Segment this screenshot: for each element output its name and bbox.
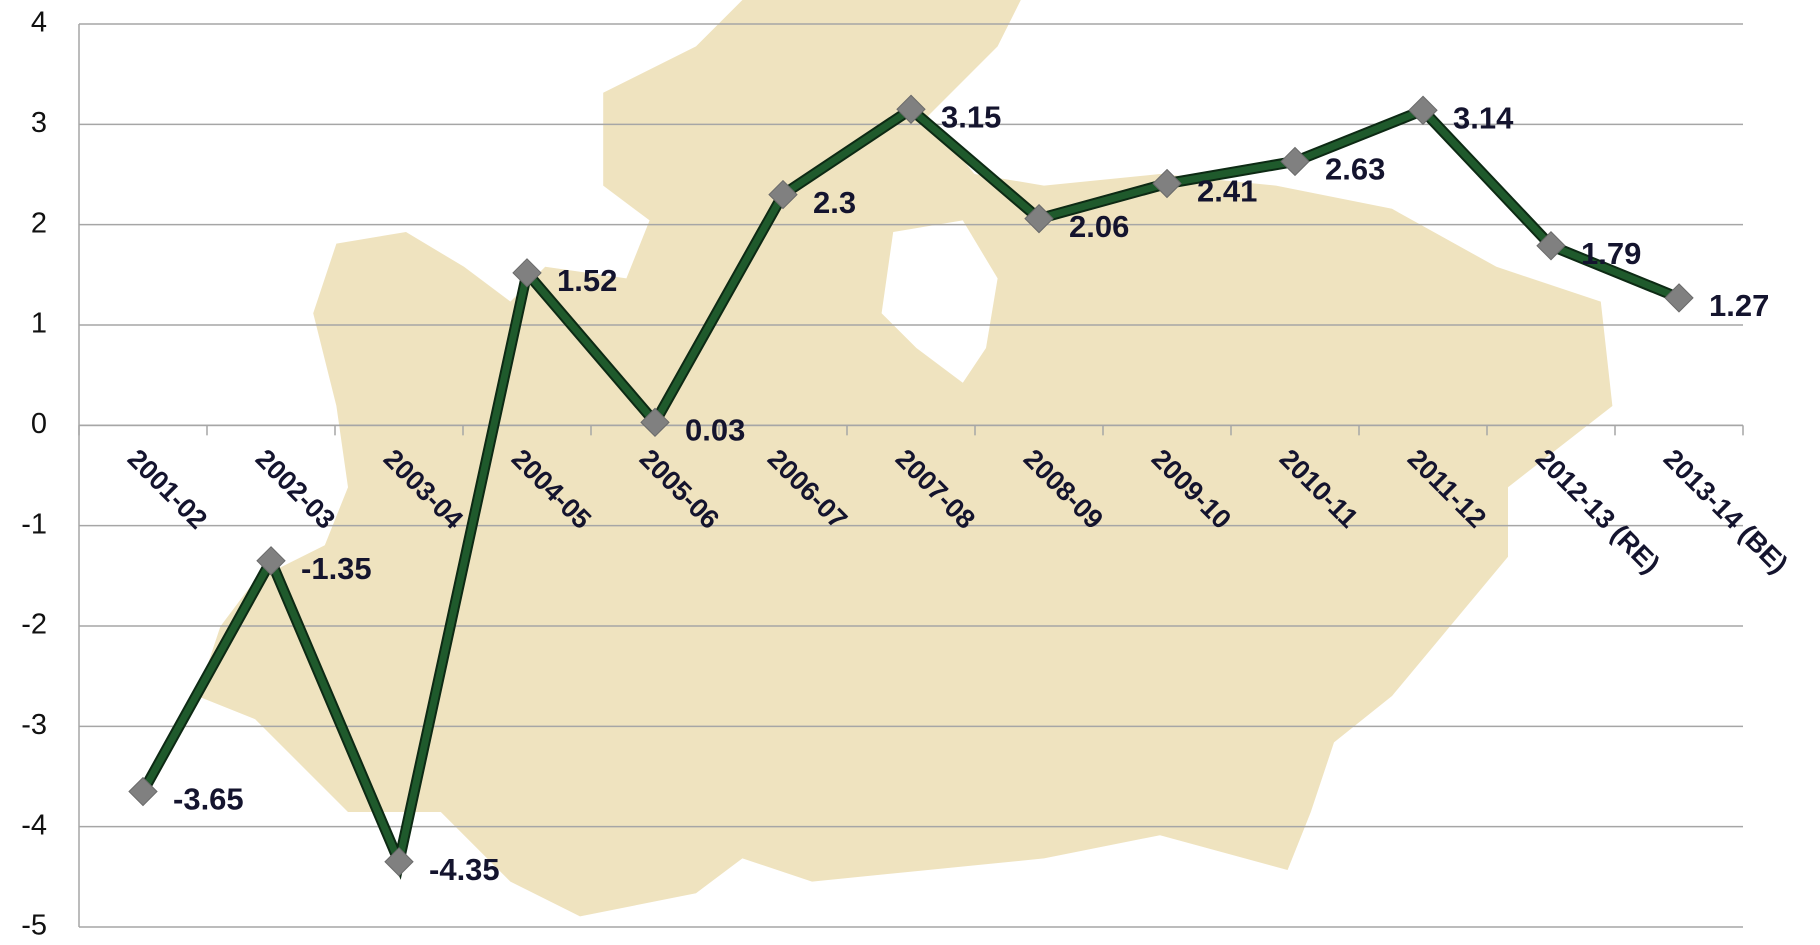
x-tick-label: 2001-02 [122, 443, 213, 534]
data-label: -3.65 [173, 782, 244, 817]
marker [128, 776, 158, 807]
data-label: 1.52 [557, 263, 617, 298]
y-tick-label: 2 [31, 207, 47, 239]
y-tick-label: -2 [21, 609, 47, 641]
y-tick-label: 1 [31, 308, 47, 340]
marker [1664, 283, 1694, 313]
data-label: 2.63 [1325, 152, 1385, 187]
marker [896, 94, 926, 124]
background-map [197, 0, 1613, 917]
marker [1152, 168, 1182, 199]
y-tick-label: -1 [21, 508, 47, 540]
marker [1280, 146, 1310, 177]
data-label: 2.3 [813, 185, 856, 220]
marker [1408, 95, 1438, 125]
y-tick-label: 4 [31, 7, 47, 39]
x-tick-label: 2002-03 [250, 443, 341, 534]
marker [384, 847, 414, 877]
marker [640, 407, 670, 438]
data-label: 2.06 [1069, 209, 1129, 244]
marker [256, 546, 286, 576]
data-label: 0.03 [685, 413, 745, 448]
y-tick-label: -5 [21, 910, 47, 942]
marker [1024, 203, 1054, 234]
data-label: 1.27 [1709, 288, 1769, 323]
x-tick-label: 2013-14 (BE) [1658, 443, 1794, 579]
data-label: 1.79 [1581, 236, 1641, 271]
x-tick-label: 2012-13 (RE) [1530, 443, 1666, 579]
data-label: 3.14 [1453, 100, 1514, 135]
marker [512, 258, 542, 288]
data-label: 3.15 [941, 99, 1001, 134]
y-tick-label: -4 [21, 809, 47, 841]
marker [1536, 231, 1566, 261]
y-tick-label: 3 [31, 107, 47, 139]
data-label: 2.41 [1197, 174, 1257, 209]
data-label: -1.35 [301, 551, 372, 586]
y-tick-label: -3 [21, 709, 47, 741]
y-tick-label: 0 [31, 408, 47, 440]
data-label: -4.35 [429, 852, 500, 887]
marker [768, 179, 798, 210]
